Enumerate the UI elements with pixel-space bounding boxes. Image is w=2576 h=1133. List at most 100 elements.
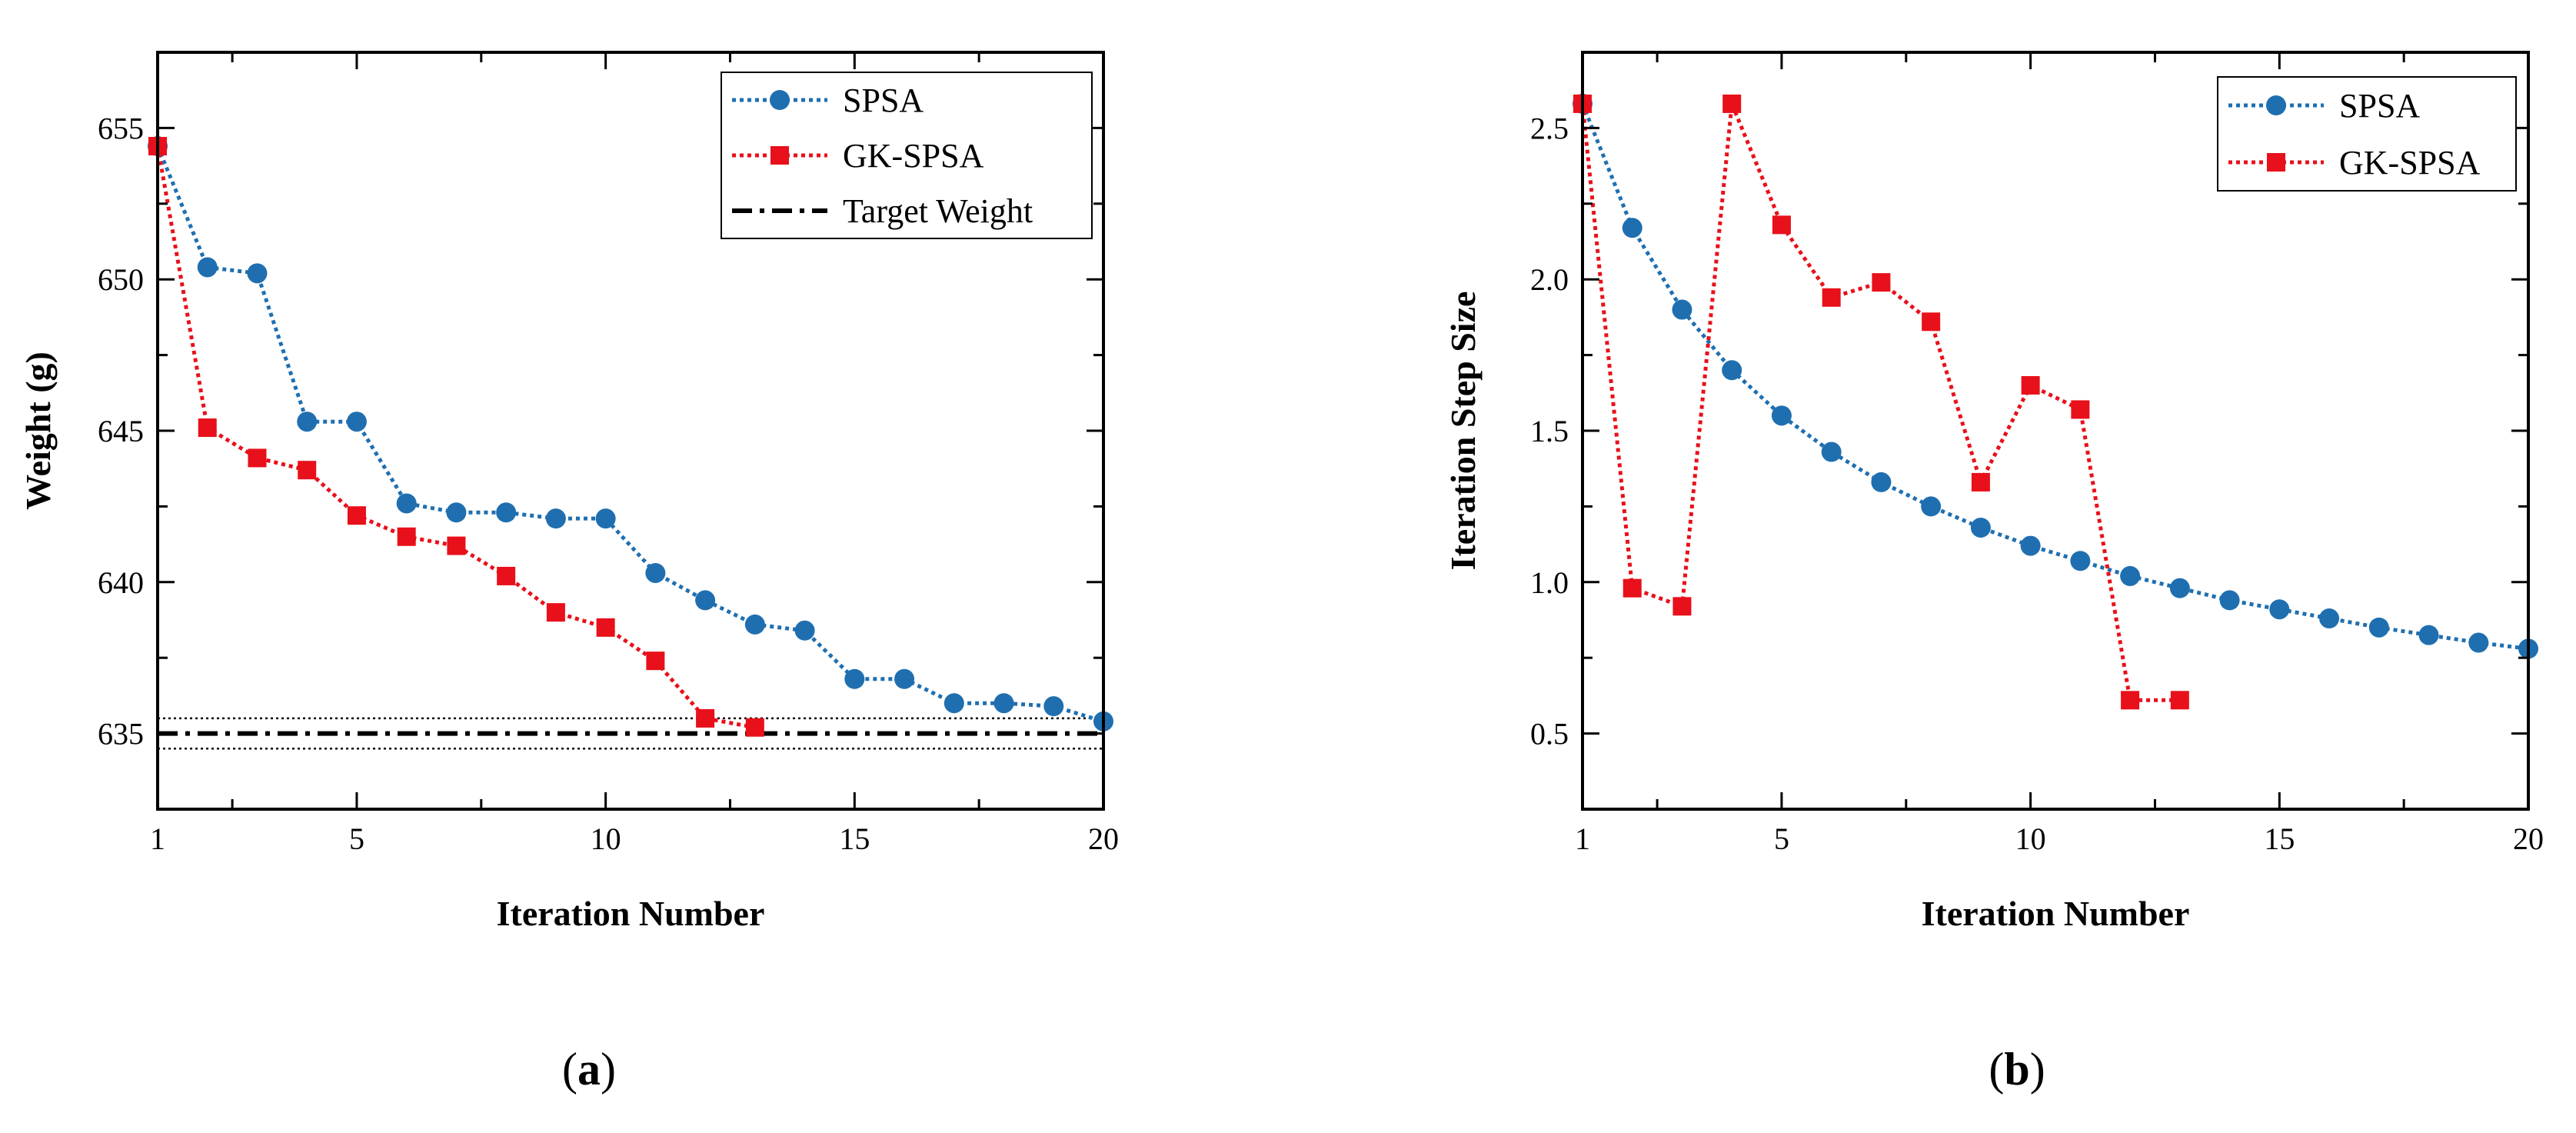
data-point-gk-spsa [1722, 94, 1742, 113]
panel-label-open: ( [1989, 1044, 2004, 1095]
legend-label: Target Weight [843, 192, 1033, 230]
data-point-spsa [346, 412, 367, 432]
x-tick-label: 5 [349, 821, 364, 856]
x-tick-label: 5 [1774, 821, 1789, 856]
data-point-spsa [1043, 696, 1064, 717]
data-point-gk-spsa [1622, 578, 1642, 598]
data-point-gk-spsa [2121, 691, 2140, 710]
data-point-spsa [197, 257, 218, 278]
legend-label: GK-SPSA [2339, 144, 2481, 182]
data-point-gk-spsa [2170, 691, 2189, 710]
y-tick-label: 650 [98, 262, 144, 297]
legend-marker-gk-spsa [2267, 153, 2285, 172]
data-point-gk-spsa [696, 708, 715, 728]
data-point-spsa [944, 693, 964, 714]
series-line-gk-spsa [155, 145, 756, 730]
y-tick-label: 640 [98, 565, 144, 600]
panel-label: (a) [562, 1044, 616, 1095]
legend-marker-spsa [770, 90, 790, 110]
data-point-gk-spsa [1772, 215, 1791, 235]
x-tick-label: 1 [1575, 821, 1590, 856]
data-point-spsa [993, 693, 1014, 714]
x-tick-label: 20 [1088, 821, 1119, 856]
data-point-spsa [1871, 472, 1892, 492]
data-point-spsa [2169, 578, 2190, 598]
legend-label: SPSA [843, 82, 924, 119]
y-tick-label: 655 [98, 111, 144, 145]
x-tick-label: 20 [2513, 821, 2544, 856]
data-point-spsa [2070, 551, 2091, 571]
y-tick-label: 1.5 [1530, 414, 1569, 448]
data-point-spsa [2368, 617, 2389, 638]
series-line-gk-spsa [1580, 102, 2180, 702]
legend-label: SPSA [2339, 87, 2420, 125]
data-point-spsa [2120, 565, 2141, 586]
legend-marker-spsa [2266, 95, 2286, 115]
data-point-gk-spsa [745, 718, 764, 737]
panel-label-letter: a [577, 1044, 601, 1095]
data-point-gk-spsa [198, 418, 217, 438]
x-tick-label: 15 [839, 821, 870, 856]
data-point-gk-spsa [248, 448, 267, 468]
data-point-gk-spsa [347, 506, 366, 525]
data-point-gk-spsa [546, 603, 565, 622]
y-axis-title: Weight (g) [18, 352, 58, 510]
panel-label-close: ) [601, 1044, 616, 1095]
data-point-gk-spsa [596, 618, 615, 637]
data-point-spsa [2269, 599, 2290, 620]
data-point-spsa [2418, 625, 2439, 645]
data-point-spsa [446, 502, 467, 523]
x-tick-label: 10 [591, 821, 621, 856]
data-point-spsa [1771, 405, 1792, 426]
data-point-spsa [297, 412, 318, 432]
data-point-spsa [396, 493, 417, 514]
panel-label-close: ) [2030, 1044, 2045, 1095]
data-point-spsa [695, 590, 716, 611]
data-point-gk-spsa [646, 651, 665, 671]
data-point-gk-spsa [1872, 273, 1891, 292]
data-point-spsa [1722, 360, 1742, 381]
y-tick-label: 635 [98, 717, 144, 751]
y-tick-label: 2.5 [1530, 111, 1569, 145]
legend-marker-gk-spsa [770, 146, 789, 165]
panel-label: (b) [1989, 1044, 2045, 1095]
legend-box [2217, 76, 2517, 192]
y-tick-label: 0.5 [1530, 717, 1569, 751]
data-point-gk-spsa [2021, 375, 2040, 395]
data-point-spsa [1821, 442, 1842, 462]
data-point-spsa [1921, 496, 1942, 517]
legend: SPSA GK-SPSA [2217, 76, 2517, 192]
x-tick-label: 10 [2015, 821, 2046, 856]
data-point-gk-spsa [2071, 400, 2090, 419]
legend: SPSA GK-SPSA Target Weight [721, 72, 1093, 239]
data-point-spsa [247, 263, 268, 284]
data-point-spsa [2219, 590, 2240, 611]
data-point-spsa [496, 502, 517, 523]
data-point-gk-spsa [1672, 597, 1692, 616]
data-point-gk-spsa [1971, 472, 1990, 492]
data-point-spsa [1672, 299, 1692, 320]
data-point-spsa [595, 508, 616, 529]
panel-label-open: ( [562, 1044, 577, 1095]
data-point-spsa [2319, 608, 2340, 629]
data-point-gk-spsa [1822, 288, 1841, 307]
data-point-spsa [645, 562, 666, 583]
data-point-gk-spsa [447, 536, 466, 555]
data-point-spsa [545, 508, 566, 529]
data-point-spsa [844, 668, 865, 689]
data-point-spsa [894, 668, 915, 689]
x-axis-title: Iteration Number [1922, 894, 2190, 933]
y-tick-label: 645 [98, 414, 144, 448]
data-point-gk-spsa [497, 566, 516, 585]
data-point-spsa [1970, 517, 1991, 538]
y-tick-label: 2.0 [1530, 262, 1569, 297]
data-point-spsa [744, 614, 765, 635]
data-point-spsa [1622, 218, 1642, 238]
x-tick-label: 1 [150, 821, 165, 856]
data-point-gk-spsa [1922, 312, 1941, 332]
panel-label-letter: b [2004, 1044, 2029, 1095]
data-point-gk-spsa [397, 527, 416, 546]
